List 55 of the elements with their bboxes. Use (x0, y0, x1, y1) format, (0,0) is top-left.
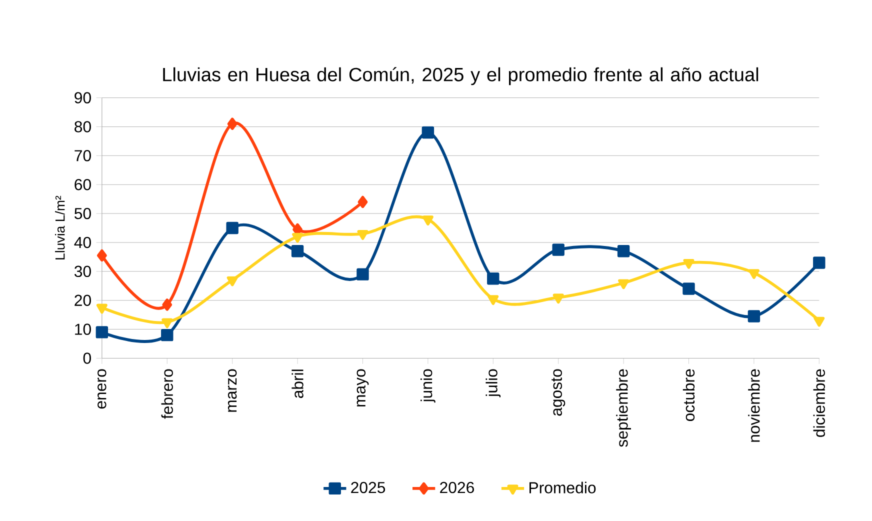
x-tick-label: noviembre (748, 369, 760, 442)
point (422, 216, 434, 226)
point (162, 298, 172, 311)
x-tick-label: agosto (552, 369, 566, 416)
y-tick-label: 30 (74, 266, 91, 278)
point (682, 282, 695, 295)
point (96, 249, 107, 262)
point (487, 272, 500, 285)
y-tick-label: 80 (74, 121, 91, 132)
x-tick-label: diciembre (813, 369, 825, 437)
point (292, 232, 304, 243)
point (357, 230, 368, 240)
x-tick-label: junio (420, 369, 436, 403)
point (226, 276, 238, 286)
x-tick-label: mayo (356, 369, 369, 406)
chart-title: Lluvias en Huesa del Común, 2025 y el promedio frente al año actual (163, 67, 758, 86)
point (814, 316, 825, 327)
x-tick-label: julio (486, 369, 501, 398)
legend-label: Promedio (530, 482, 596, 494)
point (748, 310, 760, 322)
x-tick-label: enero (98, 369, 106, 409)
y-tick-label: 40 (74, 236, 91, 248)
point (618, 279, 630, 290)
y-tick-label: 20 (74, 294, 91, 306)
point (617, 245, 630, 258)
point (683, 258, 694, 269)
x-tick-label: septiembre (616, 369, 631, 447)
point (488, 295, 499, 306)
y-tick-label: 10 (75, 324, 91, 335)
point (96, 304, 108, 314)
point (291, 245, 304, 258)
legend-label: 2026 (440, 482, 474, 494)
point (162, 318, 173, 328)
y-tick-label: 70 (74, 150, 91, 162)
x-tick-label: febrero (161, 369, 173, 419)
point (813, 256, 826, 269)
point (552, 244, 564, 256)
point (422, 126, 434, 139)
point (356, 268, 369, 280)
y-axis-title: Lluvia L/m² (55, 196, 65, 260)
point (226, 222, 238, 234)
x-tick-label: marzo (228, 369, 237, 412)
point (358, 196, 368, 208)
point (161, 329, 174, 342)
x-tick-label: octubre (682, 369, 695, 422)
legend-label: 2025 (351, 482, 386, 494)
point (227, 118, 238, 130)
y-tick-label: 60 (74, 178, 91, 190)
point (96, 326, 108, 338)
point (748, 269, 760, 279)
y-tick-label: 50 (74, 208, 91, 220)
y-tick-label: 0 (83, 352, 91, 364)
point (552, 294, 564, 304)
y-tick-label: 90 (74, 92, 91, 104)
x-tick-label: abril (292, 370, 304, 398)
